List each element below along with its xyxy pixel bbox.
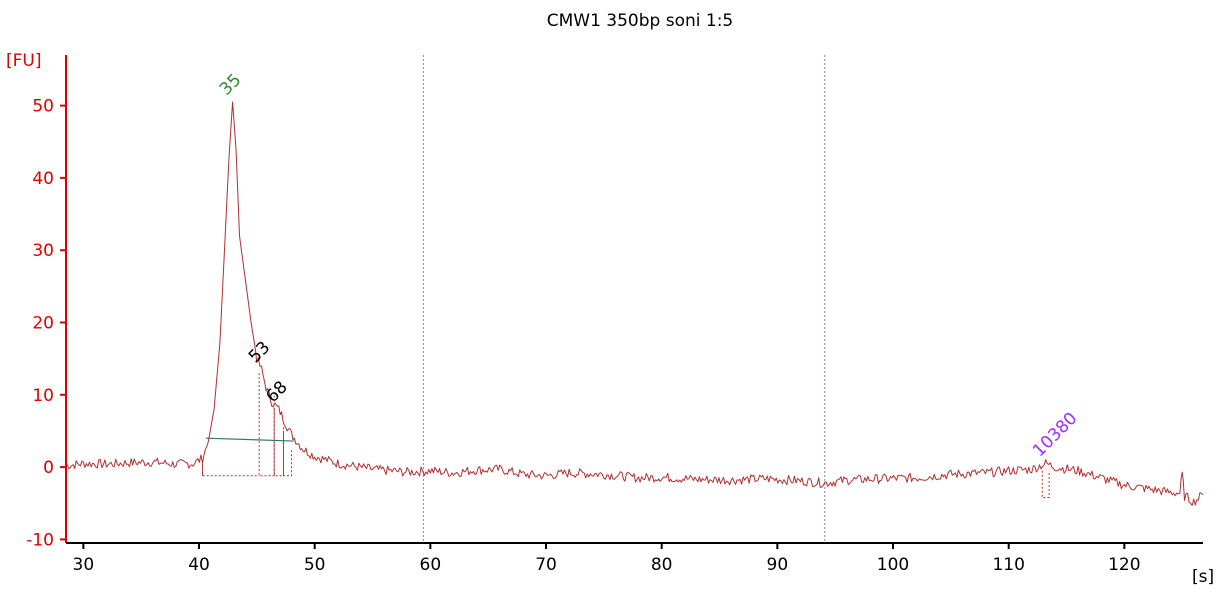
x-tick-label: 110 [992,555,1024,575]
x-tick-label: 80 [651,555,673,575]
y-tick-label: 40 [32,169,54,189]
chart-title: CMW1 350bp soni 1:5 [547,11,734,31]
x-tick-label: 90 [767,555,789,575]
peak-label-10380: 10380 [1029,409,1081,461]
y-tick-label: 10 [32,386,54,406]
y-tick-label: 0 [43,458,54,478]
region-markers [422,55,826,543]
x-tick-label: 70 [535,555,557,575]
baseline-segment [205,437,294,442]
peak-area-35 [201,459,260,477]
x-axis-label: [s] [1192,567,1214,587]
x-tick-label: 50 [304,555,326,575]
peak-area-10380 [1041,470,1050,498]
y-tick-label: 30 [32,241,54,261]
peak-label-35: 35 [216,70,245,99]
peak-label-68: 68 [262,377,291,406]
peak-labels: 35 53 68 10380 [216,70,1082,461]
x-tick-label: 100 [877,555,909,575]
trace-line [65,101,1204,506]
y-tick-label: -10 [26,530,54,550]
x-tick-label: 60 [420,555,442,575]
trace-series [65,101,1204,506]
y-axis-label: [FU] [6,51,42,71]
x-tick-label: 40 [188,555,210,575]
peak-areas [201,373,1050,498]
peak-area-segment [282,427,293,477]
y-tick-label: 20 [32,313,54,333]
peak-area-segment [273,409,284,477]
peak-label-53: 53 [245,338,274,367]
axes: -10 0 10 20 30 40 50 30 40 50 60 70 80 90 100 110 120 [26,55,1203,575]
y-tick-label: 50 [32,97,54,117]
x-tick-label: 120 [1108,555,1140,575]
x-tick-label: 30 [73,555,95,575]
